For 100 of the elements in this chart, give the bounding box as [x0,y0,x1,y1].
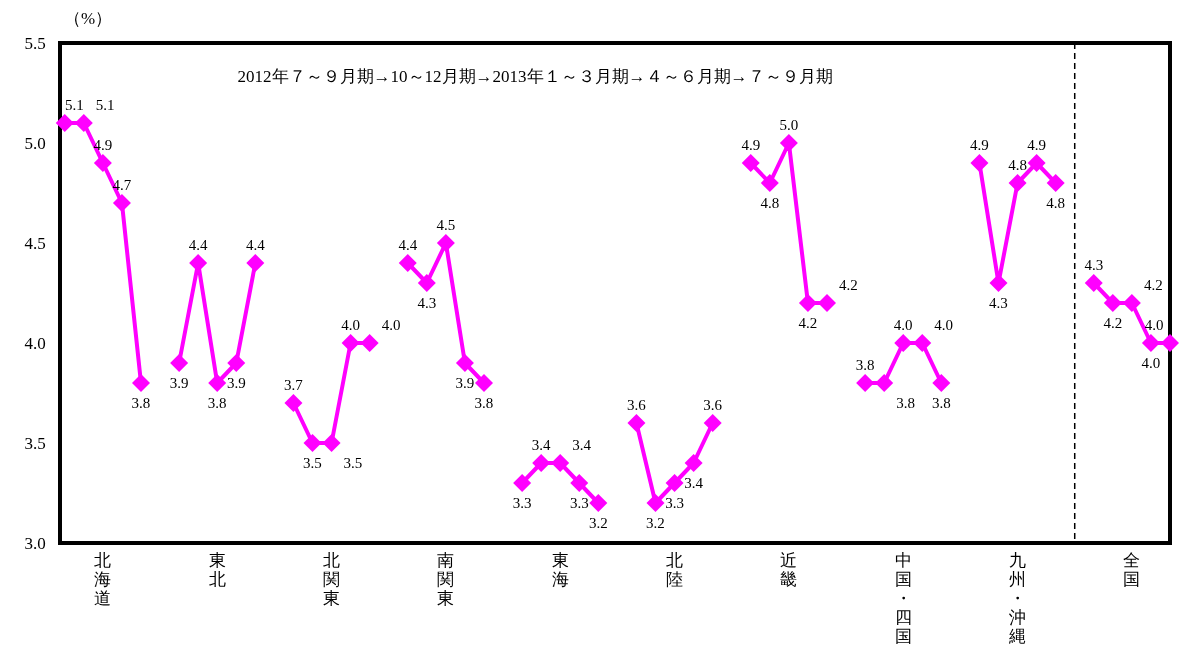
point [398,254,417,272]
y-tick-label: 4.5 [24,234,46,253]
x-tick-label: 北関東 [323,551,341,608]
data-label: 5.1 [65,97,84,113]
y-tick-label: 4.0 [24,334,46,353]
data-label: 4.0 [1144,317,1164,333]
point [208,374,227,392]
data-label: 4.3 [417,295,437,311]
data-label: 3.7 [284,377,304,393]
data-label: 4.3 [989,295,1008,311]
point [1027,154,1046,172]
data-label: 4.0 [381,317,401,333]
data-label: 4.9 [1027,137,1046,153]
data-label: 3.8 [896,395,915,411]
data-label: 3.9 [169,375,189,391]
point [246,254,265,272]
y-tick-label: 3.0 [24,534,46,553]
point [894,334,913,352]
data-label: 3.9 [226,375,246,391]
point [589,494,608,512]
x-tick-label: 北陸 [666,551,684,589]
point [1046,174,1065,192]
point [55,114,74,132]
data-label: 4.4 [245,237,266,253]
data-label: 3.4 [572,437,592,453]
point [741,154,760,172]
point [455,354,474,372]
point [513,474,532,492]
x-tick-label: 南関東 [437,551,455,608]
data-label: 4.9 [741,137,761,153]
data-label: 3.8 [207,395,227,411]
point [303,434,322,452]
data-label: 3.8 [931,395,951,411]
y-tick-label: 5.0 [24,134,46,153]
data-label: 4.0 [1141,355,1161,371]
point [170,354,189,372]
data-label: 4.2 [798,315,818,331]
x-tick-label: 近畿 [780,551,798,589]
point [989,274,1008,292]
point [665,474,684,492]
data-label: 4.5 [436,217,456,233]
data-label: 3.8 [855,357,875,373]
data-label: 5.1 [95,97,115,113]
x-tick-label: 中国・四国 [894,551,912,646]
point [703,414,722,432]
point [627,414,646,432]
data-label: 5.0 [779,117,799,133]
data-label: 4.0 [934,317,954,333]
data-label: 4.0 [341,317,360,333]
data-label: 3.3 [512,495,532,511]
point [646,494,665,512]
data-label: 4.8 [1046,195,1066,211]
data-label: 4.8 [760,195,780,211]
y-axis-title: （%） [63,9,113,28]
point [93,154,112,172]
data-label: 3.8 [131,395,151,411]
point [1141,334,1160,352]
data-label: 4.4 [398,237,418,253]
point [932,374,951,392]
point [322,434,341,452]
data-label: 3.5 [303,455,322,471]
point [417,274,436,292]
point [474,374,493,392]
data-label: 4.2 [1103,315,1123,331]
point [284,394,303,412]
data-label: 4.8 [1008,157,1027,173]
data-label: 3.2 [588,515,608,531]
point [570,474,589,492]
data-label: 3.4 [531,437,552,453]
text: 2012年７～９月期→10～12月期→2013年１～３月期→４～６月期→７～９月期 [237,67,833,86]
data-label: 3.6 [703,397,723,413]
point [341,334,360,352]
data-label: 3.3 [665,495,684,511]
point [913,334,932,352]
data-label: 4.3 [1084,257,1104,273]
point [818,294,836,312]
point [227,354,246,372]
x-tick-label: 東北 [208,551,226,589]
point [112,194,131,212]
data-label: 4.2 [1143,277,1163,293]
data-label: 4.2 [839,277,858,293]
data-label: 3.8 [474,395,494,411]
point [551,454,570,472]
point [970,154,989,172]
point [1103,294,1122,312]
x-tick-label: 北海道 [94,551,112,608]
point [436,234,455,252]
data-label: 3.5 [343,455,363,471]
point [131,374,150,392]
point [779,134,798,152]
data-label: 3.3 [569,495,589,511]
data-label: 3.4 [684,475,704,491]
point [360,334,379,352]
x-tick-label: 九州・沖縄 [1008,551,1027,646]
data-label: 3.6 [627,397,647,413]
x-tick-label: 全国 [1123,551,1141,589]
data-label: 4.9 [970,137,989,153]
data-label: 4.0 [893,317,913,333]
point [1084,274,1103,292]
data-label: 3.2 [646,515,665,531]
